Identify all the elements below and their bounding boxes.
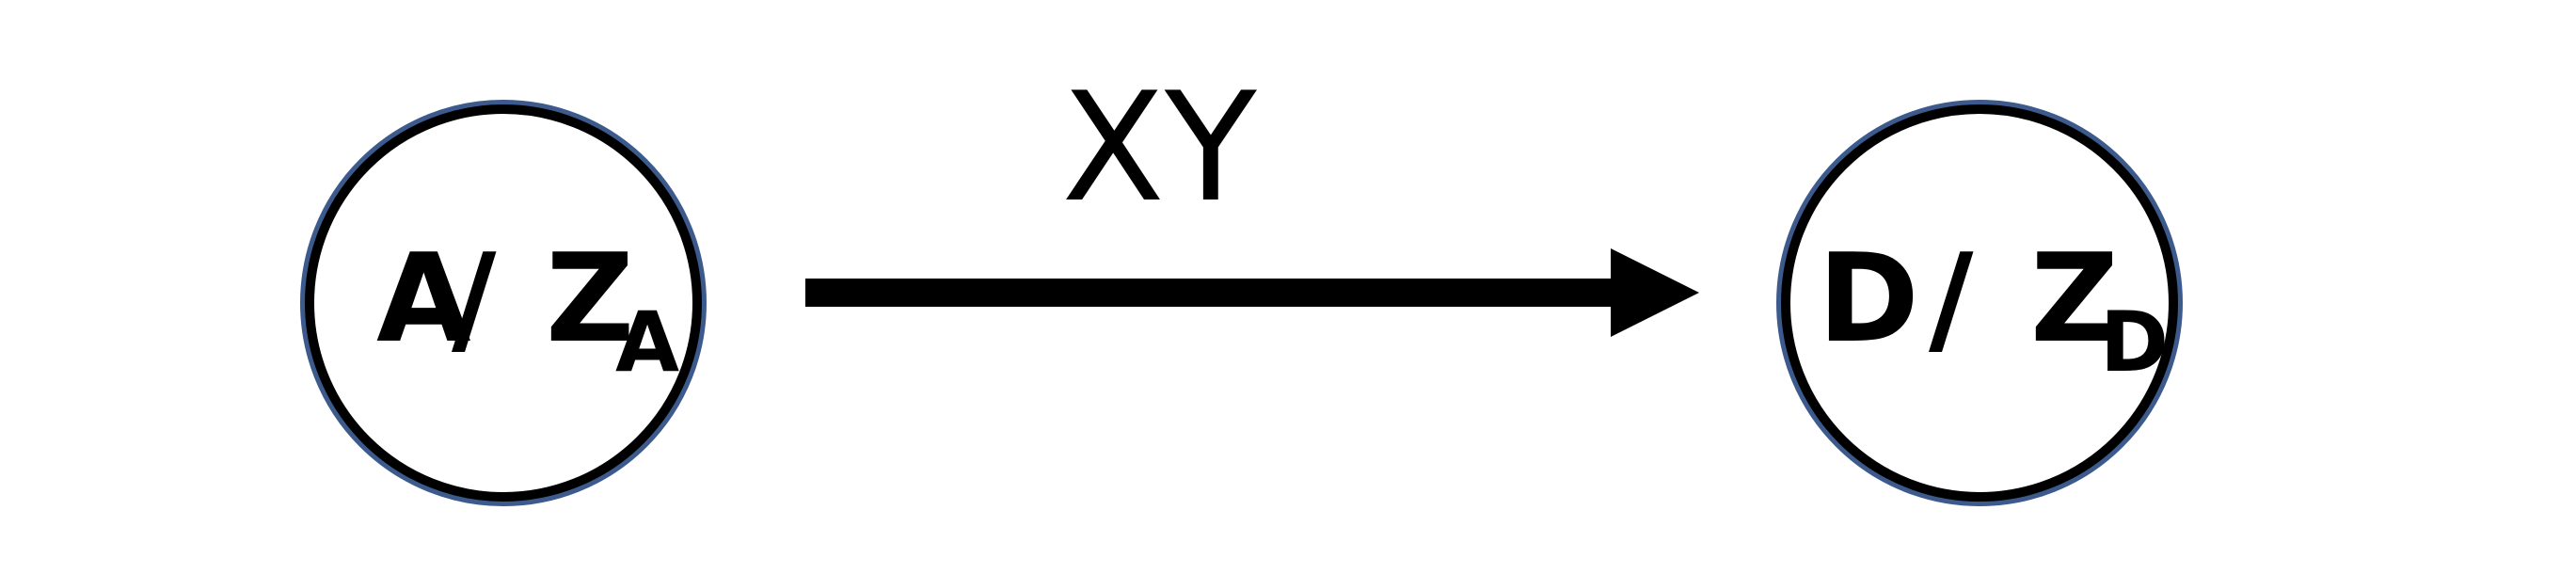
- state-a-output: Z: [546, 227, 634, 370]
- state-a-separator: /: [452, 227, 497, 370]
- state-d-label: D: [1818, 227, 1919, 370]
- state-a-output-subscript: A: [615, 294, 679, 391]
- state-d-inner-ring: [1781, 104, 2178, 502]
- arrow-shaft: [805, 279, 1614, 307]
- transition-label: XY: [1061, 59, 1258, 235]
- arrow-head: [1611, 248, 1699, 337]
- state-d-output: Z: [2030, 227, 2119, 370]
- state-a-label: A: [376, 227, 471, 370]
- state-d-output-subscript: D: [2100, 294, 2169, 391]
- state-node-d: D / Z D: [1776, 100, 2183, 506]
- state-d-outer-ring: [1776, 100, 2183, 506]
- state-a-inner-ring: [305, 104, 702, 502]
- state-node-a: A / Z A: [300, 100, 707, 506]
- state-d-separator: /: [1929, 227, 1974, 370]
- state-a-outer-ring: [300, 100, 707, 506]
- transition-arrow: [805, 248, 1699, 337]
